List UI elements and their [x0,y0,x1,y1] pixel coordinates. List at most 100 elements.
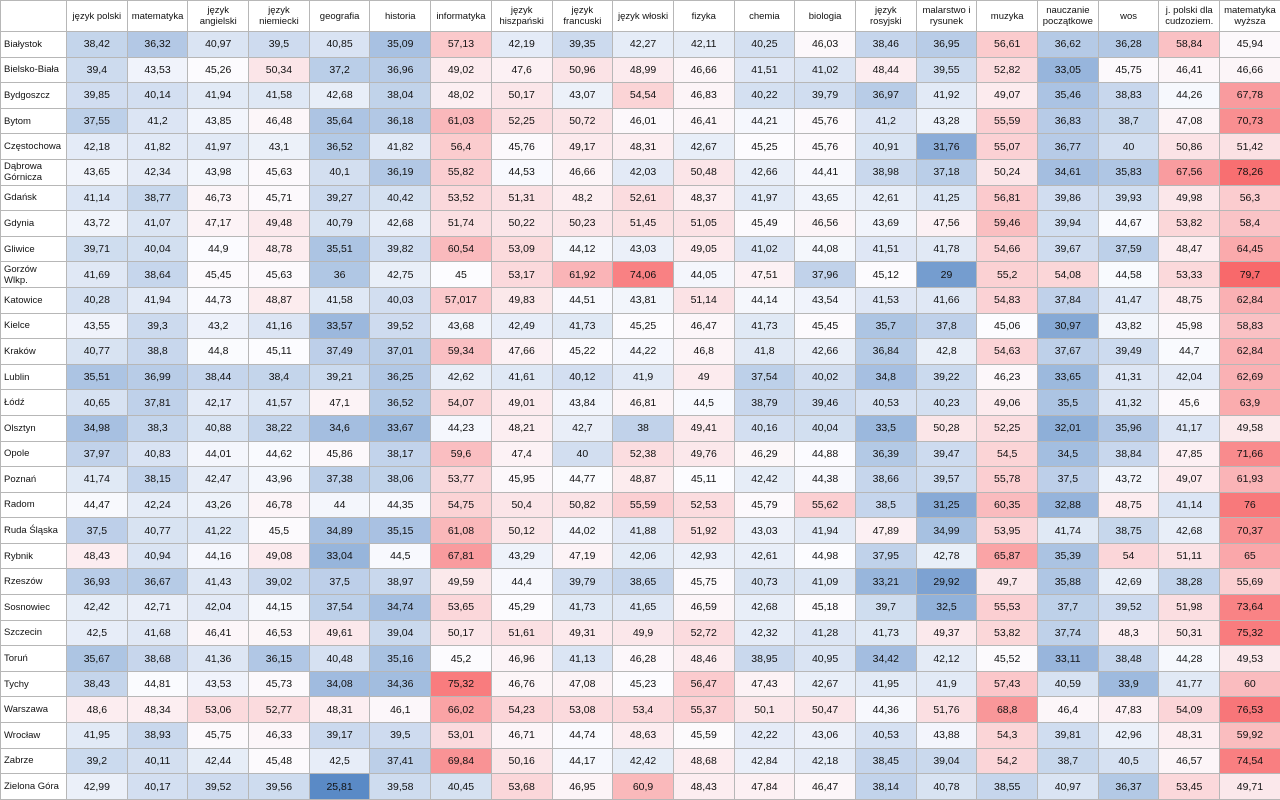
heatmap-cell: 42,27 [613,32,674,58]
column-header: język rosyjski [855,1,916,32]
heatmap-cell: 47,56 [916,211,977,237]
heatmap-cell: 51,31 [491,185,552,211]
heatmap-cell: 55,62 [795,492,856,518]
heatmap-cell: 39,94 [1038,211,1099,237]
heatmap-cell: 42,68 [1159,518,1220,544]
heatmap-cell: 46,29 [734,441,795,467]
heatmap-cell: 51,92 [673,518,734,544]
heatmap-cell: 41,09 [795,569,856,595]
heatmap-cell: 41,07 [127,211,188,237]
heatmap-cell: 40,95 [795,646,856,672]
heatmap-cell: 61,93 [1220,467,1280,493]
heatmap-cell: 46,66 [1220,57,1280,83]
heatmap-cell: 44,51 [552,287,613,313]
heatmap-cell: 39,02 [249,569,310,595]
heatmap-cell: 49,41 [673,415,734,441]
heatmap-cell: 44,8 [188,339,249,365]
heatmap-cell: 45,75 [1098,57,1159,83]
heatmap-cell: 36,19 [370,159,431,185]
heatmap-cell: 53,68 [491,774,552,800]
heatmap-cell: 39,79 [795,83,856,109]
row-label-city: Wrocław [1,723,67,749]
heatmap-cell: 47,4 [491,441,552,467]
row-label-city: Warszawa [1,697,67,723]
heatmap-cell: 39,71 [67,236,128,262]
heatmap-cell: 36,15 [249,646,310,672]
heatmap-cell: 41,16 [249,313,310,339]
heatmap-cell: 48,2 [552,185,613,211]
heatmap-cell: 45,71 [249,185,310,211]
heatmap-cell: 49,08 [249,543,310,569]
heatmap-cell: 44,12 [552,236,613,262]
heatmap-cell: 35,46 [1038,83,1099,109]
heatmap-cell: 33,57 [309,313,370,339]
heatmap-cell: 49,58 [1220,415,1280,441]
heatmap-cell: 43,65 [67,159,128,185]
heatmap-cell: 41,74 [67,467,128,493]
heatmap-cell: 41,94 [127,287,188,313]
heatmap-cell: 42,49 [491,313,552,339]
heatmap-cell: 41,51 [855,236,916,262]
heatmap-cell: 38,45 [855,748,916,774]
heatmap-cell: 39,5 [370,723,431,749]
heatmap-cell: 45,79 [734,492,795,518]
heatmap-cell: 51,76 [916,697,977,723]
heatmap-cell: 52,25 [491,108,552,134]
heatmap-cell: 38,43 [67,671,128,697]
heatmap-cell: 49,07 [1159,467,1220,493]
heatmap-cell: 38,14 [855,774,916,800]
heatmap-cell: 38,3 [127,415,188,441]
heatmap-cell: 49,37 [916,620,977,646]
heatmap-cell: 78,26 [1220,159,1280,185]
heatmap-cell: 35,15 [370,518,431,544]
heatmap-cell: 40,23 [916,390,977,416]
heatmap-cell: 44,47 [67,492,128,518]
heatmap-cell: 65 [1220,543,1280,569]
heatmap-cell: 39,55 [916,57,977,83]
heatmap-cell: 45,11 [673,467,734,493]
heatmap-cell: 33,11 [1038,646,1099,672]
column-header: historia [370,1,431,32]
heatmap-cell: 37,74 [1038,620,1099,646]
heatmap-cell: 41,88 [613,518,674,544]
heatmap-cell: 48,87 [613,467,674,493]
heatmap-cell: 42,42 [613,748,674,774]
heatmap-cell: 48,78 [249,236,310,262]
heatmap-cell: 39,57 [916,467,977,493]
row-label-city: Tychy [1,671,67,697]
row-label-city: Toruń [1,646,67,672]
row-label-city: Radom [1,492,67,518]
heatmap-cell: 33,67 [370,415,431,441]
heatmap-cell: 41,57 [249,390,310,416]
heatmap-cell: 52,61 [613,185,674,211]
heatmap-cell: 56,47 [673,671,734,697]
heatmap-cell: 40,85 [309,32,370,58]
heatmap-cell: 45,98 [1159,313,1220,339]
heatmap-cell: 40,22 [734,83,795,109]
heatmap-cell: 33,04 [309,543,370,569]
row-label-city: Rybnik [1,543,67,569]
heatmap-cell: 43,72 [1098,467,1159,493]
heatmap-cell: 38,64 [127,262,188,288]
heatmap-cell: 47,1 [309,390,370,416]
heatmap-cell: 55,2 [977,262,1038,288]
heatmap-cell: 47,19 [552,543,613,569]
heatmap-cell: 36,37 [1098,774,1159,800]
heatmap-cell: 43,68 [431,313,492,339]
heatmap-cell: 37,5 [309,569,370,595]
heatmap-cell: 60 [1220,671,1280,697]
heatmap-cell: 48,21 [491,415,552,441]
heatmap-cell: 34,99 [916,518,977,544]
heatmap-cell: 50,16 [491,748,552,774]
heatmap-cell: 40,53 [855,723,916,749]
heatmap-cell: 44,98 [795,543,856,569]
heatmap-cell: 40,83 [127,441,188,467]
heatmap-cell: 33,65 [1038,364,1099,390]
heatmap-cell: 52,25 [977,415,1038,441]
heatmap-cell: 54,54 [613,83,674,109]
heatmap-cell: 41,73 [552,313,613,339]
heatmap-cell: 38,84 [1098,441,1159,467]
